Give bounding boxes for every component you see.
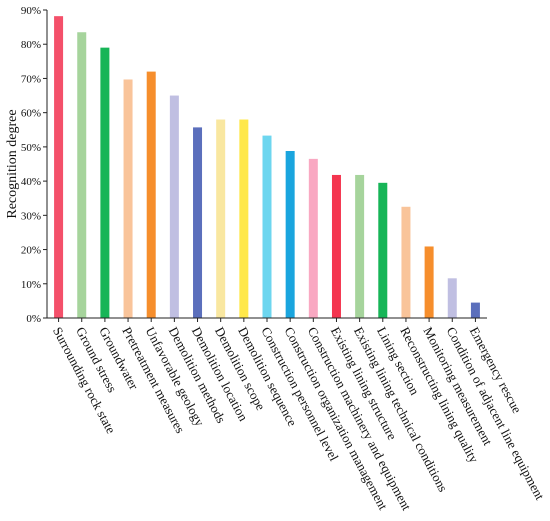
bar bbox=[123, 79, 133, 318]
bar bbox=[100, 47, 110, 318]
bar bbox=[54, 16, 64, 318]
y-tick-label: 40% bbox=[21, 176, 41, 188]
bars-group bbox=[54, 16, 480, 319]
bar bbox=[424, 246, 434, 318]
bar bbox=[77, 32, 87, 319]
y-tick-label: 30% bbox=[21, 210, 41, 222]
y-tick-label: 10% bbox=[21, 279, 41, 291]
y-tick-label: 20% bbox=[21, 245, 41, 257]
bar bbox=[378, 182, 388, 318]
bar bbox=[308, 158, 318, 318]
y-tick-label: 0% bbox=[26, 313, 41, 325]
bar bbox=[355, 174, 365, 318]
y-tick-label: 50% bbox=[21, 142, 41, 154]
bar bbox=[285, 151, 295, 318]
y-axis: 0% 10% 20% 30% 40% 50% 60% 70% 80% 90% bbox=[21, 5, 48, 325]
bar bbox=[331, 174, 341, 318]
bar bbox=[146, 71, 156, 318]
bar bbox=[169, 95, 179, 318]
bar bbox=[447, 278, 457, 318]
bar bbox=[193, 127, 203, 318]
bar bbox=[239, 119, 249, 318]
bar bbox=[216, 119, 226, 318]
bar bbox=[470, 302, 480, 318]
x-tick-label: Condition of adjacent line equipment bbox=[444, 324, 548, 502]
y-tick-label: 90% bbox=[21, 5, 41, 17]
y-tick-label: 60% bbox=[21, 108, 41, 120]
bar bbox=[262, 135, 272, 318]
y-tick-label: 70% bbox=[21, 73, 41, 85]
y-tick-label: 80% bbox=[21, 39, 41, 51]
bar bbox=[401, 206, 411, 318]
y-axis-title: Recognition degree bbox=[5, 109, 20, 218]
